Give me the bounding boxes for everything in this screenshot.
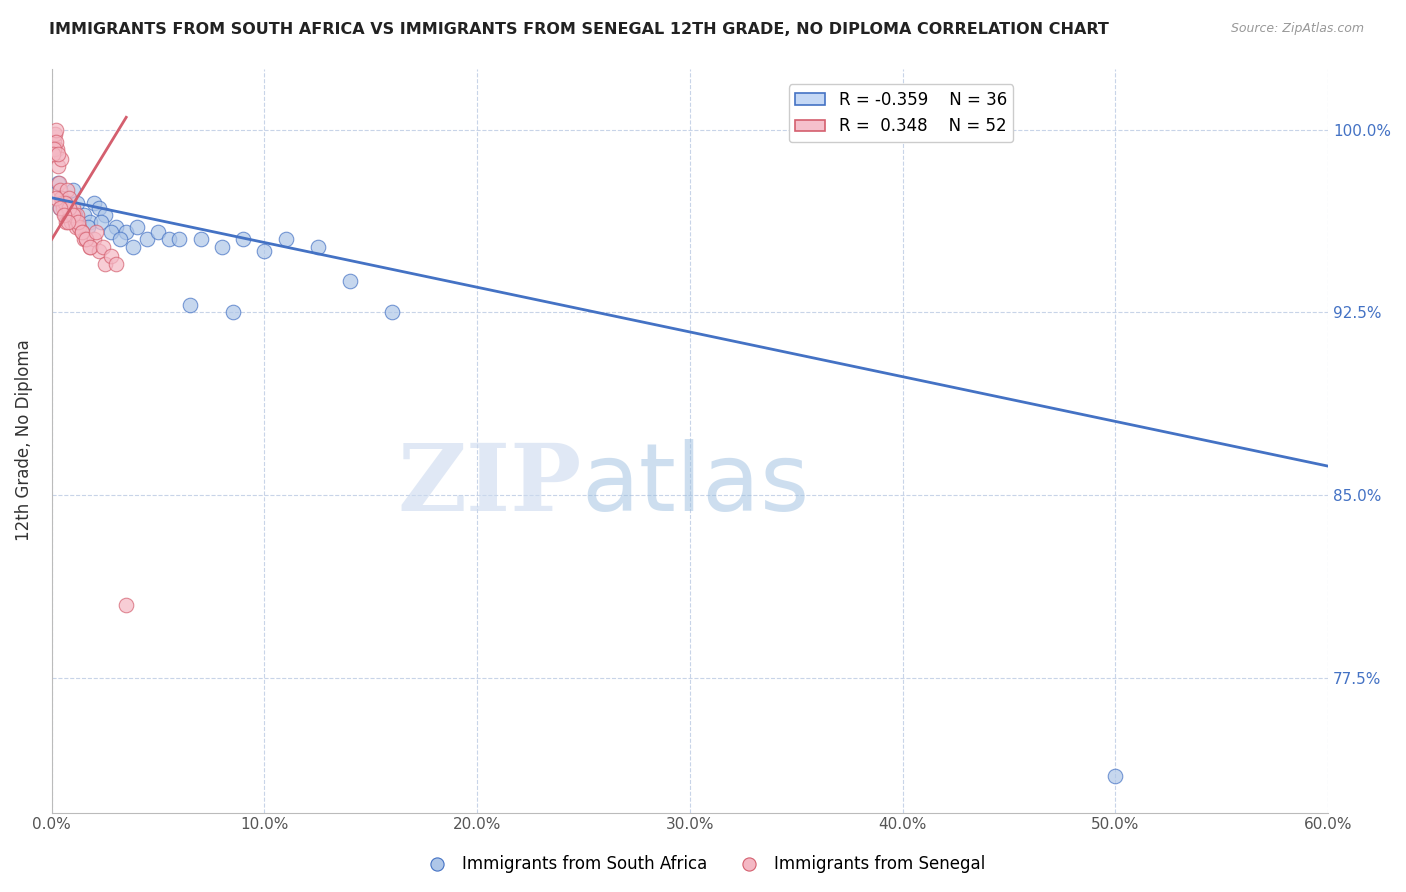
Point [51,191,73,205]
Point [79,239,101,253]
Point [91,239,114,253]
Point [90,215,112,229]
Point [274,232,297,246]
Point [46,142,69,156]
Point [75,232,97,246]
Point [55,184,77,198]
Point [157,232,180,246]
Legend: R = -0.359    N = 36, R =  0.348    N = 52: R = -0.359 N = 36, R = 0.348 N = 52 [789,84,1014,142]
Point [42,135,65,149]
Point [115,598,138,612]
Point [307,239,329,253]
Point [49,201,72,215]
Point [63,208,86,222]
Point [73,232,96,246]
Point [51,195,73,210]
Point [59,215,82,229]
Point [60,208,83,222]
Point [46,176,69,190]
Point [58,201,80,215]
Point [67,220,90,235]
Point [49,184,72,198]
Point [45,122,67,136]
Point [45,135,67,149]
Point [62,201,84,215]
Point [100,225,122,239]
Point [49,152,72,166]
Point [66,195,89,210]
Point [46,147,69,161]
Point [104,220,127,235]
Point [53,208,76,222]
Point [51,191,73,205]
Point [44,128,66,142]
Text: ZIP: ZIP [398,440,582,530]
Point [232,232,254,246]
Point [136,232,159,246]
Point [55,215,77,229]
Point [65,220,87,235]
Text: IMMIGRANTS FROM SOUTH AFRICA VS IMMIGRANTS FROM SENEGAL 12TH GRADE, NO DIPLOMA C: IMMIGRANTS FROM SOUTH AFRICA VS IMMIGRAN… [49,22,1109,37]
Point [62,184,84,198]
Point [66,208,89,222]
Point [146,225,169,239]
Point [53,208,76,222]
Point [52,201,75,215]
Point [108,232,131,246]
Point [49,201,72,215]
Point [58,215,80,229]
Point [63,208,86,222]
Point [59,208,82,222]
Point [63,215,86,229]
Point [94,208,117,222]
Point [381,305,404,319]
Point [83,195,105,210]
Y-axis label: 12th Grade, No Diploma: 12th Grade, No Diploma [15,340,32,541]
Point [48,176,70,190]
Point [86,225,108,239]
Legend: Immigrants from South Africa, Immigrants from Senegal: Immigrants from South Africa, Immigrants… [413,848,993,880]
Point [77,220,100,235]
Point [73,208,96,222]
Point [87,201,110,215]
Point [100,249,122,263]
Point [339,274,361,288]
Point [58,191,80,205]
Point [62,208,84,222]
Point [169,232,191,246]
Point [46,159,69,173]
Point [94,257,117,271]
Point [70,225,93,239]
Point [83,232,105,246]
Point [87,244,110,259]
Point [253,244,276,259]
Point [211,239,233,253]
Point [42,147,65,161]
Point [66,215,89,229]
Point [104,257,127,271]
Point [121,239,143,253]
Point [53,195,76,210]
Point [70,225,93,239]
Point [190,232,212,246]
Point [45,191,67,205]
Text: Source: ZipAtlas.com: Source: ZipAtlas.com [1230,22,1364,36]
Point [56,201,79,215]
Text: atlas: atlas [582,439,810,531]
Point [79,215,101,229]
Point [115,225,138,239]
Point [44,142,66,156]
Point [1104,769,1126,783]
Point [75,232,97,246]
Point [221,305,243,319]
Point [179,298,201,312]
Point [125,220,148,235]
Point [53,195,76,210]
Point [79,239,101,253]
Point [58,201,80,215]
